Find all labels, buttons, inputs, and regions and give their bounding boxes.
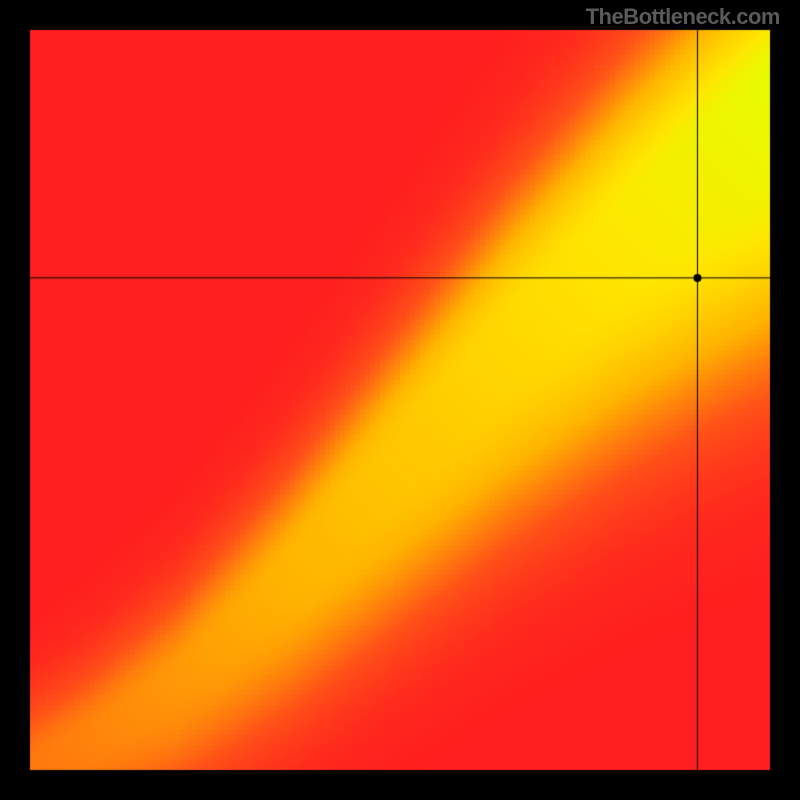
watermark-text: TheBottleneck.com bbox=[586, 4, 780, 30]
bottleneck-heatmap bbox=[0, 0, 800, 800]
